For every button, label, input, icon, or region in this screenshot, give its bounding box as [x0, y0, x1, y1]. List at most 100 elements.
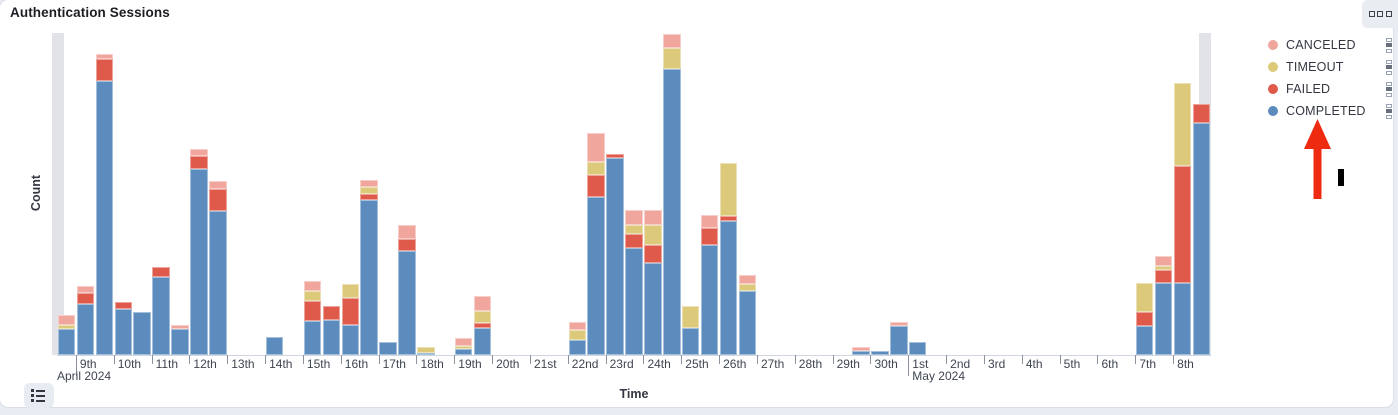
legend: CANCELED TIMEOUT FAILED COMPLETED — [1268, 34, 1396, 122]
x-tick-label: 12th — [193, 357, 217, 371]
bar-apr-24-pm[interactable] — [663, 34, 681, 355]
x-tick — [75, 355, 77, 376]
bar-apr-24-am[interactable] — [644, 210, 662, 355]
bar-apr-19-am[interactable] — [455, 338, 473, 355]
x-tick — [719, 355, 721, 364]
timeout-segment — [644, 225, 662, 245]
bar-apr-25-am[interactable] — [682, 306, 700, 355]
bar-apr-25-pm[interactable] — [700, 215, 719, 355]
legend-item-canceled[interactable]: CANCELED — [1268, 34, 1396, 56]
bar-apr-16-am[interactable] — [341, 284, 359, 355]
x-tick-label: 2nd — [950, 357, 971, 371]
bar-apr-18-am[interactable] — [417, 347, 435, 355]
timeout-segment — [417, 347, 435, 353]
x-tick — [1173, 355, 1175, 364]
completed-segment — [644, 263, 662, 355]
x-month-label: May 2024 — [912, 369, 965, 383]
bar-apr-29-pm[interactable] — [852, 347, 870, 355]
canceled-segment — [57, 315, 76, 325]
canceled-segment — [644, 210, 662, 225]
bar-apr-10-pm[interactable] — [133, 312, 151, 355]
failed-segment — [700, 228, 719, 245]
x-tick — [643, 355, 645, 364]
bar-apr-12-pm[interactable] — [209, 181, 227, 355]
bar-apr-9-am[interactable] — [76, 286, 95, 355]
bar-apr-26-pm[interactable] — [738, 275, 757, 355]
bar-apr-15-am[interactable] — [303, 281, 322, 355]
bar-may-1-am[interactable] — [909, 342, 927, 355]
timeout-segment — [738, 284, 757, 291]
x-tick-label: 17th — [382, 357, 406, 371]
bar-apr-19-pm[interactable] — [473, 296, 492, 355]
x-tick-label: 27th — [760, 357, 785, 371]
legend-item-timeout[interactable]: TIMEOUT — [1268, 56, 1396, 78]
completed-segment — [379, 342, 397, 355]
x-month-label: April 2024 — [57, 369, 112, 383]
canceled-segment — [455, 338, 473, 346]
bar-apr-11-am[interactable] — [152, 267, 170, 355]
bar-apr-17-am[interactable] — [379, 342, 397, 355]
bar-apr-30-pm[interactable] — [890, 322, 908, 355]
bar-apr-17-pm[interactable] — [398, 225, 416, 355]
completed-color-dot — [1268, 106, 1278, 116]
bar-apr-9-pm[interactable] — [95, 54, 113, 355]
boxes-vertical-icon[interactable] — [1386, 103, 1392, 119]
completed-segment — [455, 349, 473, 355]
bar-may-8-am[interactable] — [1173, 83, 1192, 355]
bar-apr-15-pm[interactable] — [322, 306, 340, 355]
bar-apr-16-pm[interactable] — [360, 180, 378, 355]
canceled-segment — [738, 275, 757, 284]
failed-color-dot — [1268, 84, 1278, 94]
bar-apr-26-am[interactable] — [719, 163, 738, 355]
bar-apr-10-am[interactable] — [114, 302, 132, 355]
canceled-segment — [76, 286, 95, 293]
completed-segment — [190, 169, 208, 355]
bar-apr-22-pm[interactable] — [587, 133, 605, 355]
completed-segment — [265, 337, 284, 355]
canceled-segment — [587, 133, 605, 162]
boxes-vertical-icon[interactable] — [1386, 59, 1392, 75]
legend-toggle-button[interactable] — [24, 383, 54, 408]
timeout-segment — [719, 163, 738, 216]
bar-apr-23-am[interactable] — [606, 154, 624, 355]
bar-apr-14-am[interactable] — [265, 337, 284, 355]
x-tick — [492, 355, 494, 364]
x-tick — [908, 355, 910, 376]
bar-apr-22-am[interactable] — [568, 322, 586, 355]
annotation-arrow — [1304, 119, 1331, 199]
completed-segment — [682, 328, 700, 355]
bar-apr-12-am[interactable] — [190, 149, 208, 355]
boxes-vertical-icon[interactable] — [1386, 37, 1392, 53]
x-tick — [529, 355, 531, 364]
bar-may-8-pm[interactable] — [1192, 104, 1211, 355]
timeout-segment — [663, 48, 681, 69]
timeout-segment — [587, 162, 605, 175]
completed-segment — [606, 158, 624, 355]
failed-segment — [76, 293, 95, 304]
boxes-vertical-icon[interactable] — [1386, 81, 1392, 97]
bar-may-7-pm[interactable] — [1154, 256, 1173, 355]
failed-segment — [606, 154, 624, 158]
bar-apr-30-am[interactable] — [871, 351, 889, 355]
x-tick — [1021, 355, 1023, 364]
failed-segment — [644, 245, 662, 263]
completed-segment — [700, 245, 719, 355]
completed-segment — [360, 200, 378, 355]
x-tick — [567, 355, 569, 364]
completed-segment — [398, 251, 416, 355]
failed-segment — [625, 234, 643, 248]
x-tick-label: 25th — [685, 357, 709, 371]
bar-apr-23-pm[interactable] — [625, 210, 643, 355]
panel-options-button[interactable] — [1362, 0, 1398, 28]
x-tick-label: 18th — [420, 357, 444, 371]
bar-apr-8-pm[interactable] — [57, 315, 76, 355]
bar-apr-11-pm[interactable] — [171, 325, 189, 355]
legend-label: TIMEOUT — [1286, 60, 1344, 74]
annotation-mark — [1338, 169, 1344, 186]
completed-segment — [871, 351, 889, 355]
completed-segment — [852, 351, 870, 355]
bar-may-7-am[interactable] — [1136, 283, 1154, 355]
legend-item-failed[interactable]: FAILED — [1268, 78, 1396, 100]
x-tick-label: 23rd — [609, 357, 634, 371]
legend-item-completed[interactable]: COMPLETED — [1268, 100, 1396, 122]
